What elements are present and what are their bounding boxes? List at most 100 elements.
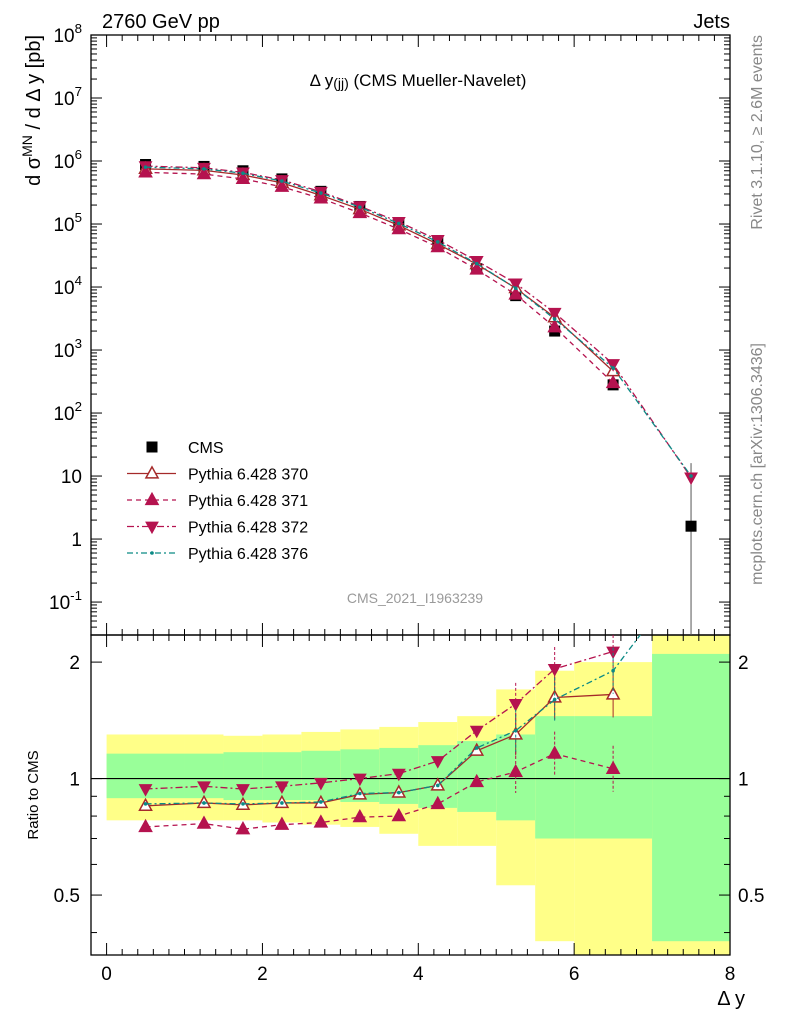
main-marker xyxy=(685,520,697,532)
ratio-axes-box xyxy=(90,634,731,956)
ratio-marker xyxy=(469,725,484,739)
watermark: CMS_2021_I1963239 xyxy=(347,590,483,606)
ratio-marker xyxy=(197,781,211,794)
ratio-band-stat xyxy=(301,750,341,801)
ratio-marker xyxy=(352,808,368,823)
ratio-marker xyxy=(435,783,440,788)
main-marker xyxy=(547,319,562,333)
y-tick-label: 108 xyxy=(53,21,82,47)
main-marker xyxy=(358,205,362,209)
y-tick-label: 102 xyxy=(53,399,82,425)
main-plot-frame: 10-1 1 10 102 103 104 105 106 107 108 xyxy=(49,21,731,636)
ratio-series-line xyxy=(145,752,614,830)
ratio-marker xyxy=(235,821,251,835)
main-marker xyxy=(689,474,693,478)
main-series-line xyxy=(145,165,692,478)
ratio-marker xyxy=(241,802,245,806)
ratio-marker xyxy=(547,745,562,759)
legend-marker xyxy=(145,521,159,535)
ratio-y-tick-label: 2 xyxy=(69,653,80,674)
ratio-marker xyxy=(391,768,406,782)
ratio-y-tick-label: 1 xyxy=(738,770,749,791)
ratio-band-stat xyxy=(652,653,730,942)
legend-marker xyxy=(144,491,160,506)
ratio-marker xyxy=(611,668,615,673)
y-tick-label: 1 xyxy=(71,530,82,551)
ratio-marker xyxy=(236,784,250,797)
y-tick-label: 10-1 xyxy=(49,588,82,614)
y-tick-label: 106 xyxy=(53,147,82,173)
legend-label: CMS xyxy=(188,440,224,457)
legend-label: Pythia 6.428 370 xyxy=(188,467,308,484)
ratio-series-line xyxy=(145,650,614,790)
ratio-band-stat xyxy=(535,716,575,839)
main-marker xyxy=(611,366,615,370)
ratio-marker xyxy=(430,795,446,810)
ratio-marker xyxy=(605,760,621,774)
x-tick-label: 2 xyxy=(257,964,268,985)
x-tick-label: 6 xyxy=(569,964,580,985)
ratio-y-tick-label: 2 xyxy=(738,653,749,674)
ratio-marker xyxy=(547,689,562,703)
main-series-line xyxy=(145,168,614,372)
ratio-marker xyxy=(196,815,212,829)
ratio-y-tick-label: 1 xyxy=(69,770,80,791)
legend-label: Pythia 6.428 372 xyxy=(188,520,308,537)
main-marker xyxy=(684,472,698,486)
ratio-marker xyxy=(138,818,153,833)
legend-label: Pythia 6.428 371 xyxy=(188,493,308,510)
ratio-marker xyxy=(606,646,621,660)
main-marker xyxy=(508,278,523,292)
ratio-marker xyxy=(274,816,290,830)
header-right: Jets xyxy=(693,11,730,33)
ratio-y-axis-label: Ratio to CMS xyxy=(25,750,42,839)
legend-marker xyxy=(150,551,154,555)
ratio-marker xyxy=(513,728,518,733)
y-tick-label: 103 xyxy=(53,336,82,362)
ratio-plot-frame: 0.5 0.5 1 1 2 2 0 2 4 6 8 xyxy=(54,634,764,985)
ratio-y-tick-label: 0.5 xyxy=(54,886,80,907)
x-tick-label: 4 xyxy=(413,964,424,985)
main-marker xyxy=(202,167,206,171)
main-marker xyxy=(513,286,518,290)
main-marker xyxy=(508,286,524,300)
ratio-uncertainty-bands xyxy=(106,635,730,955)
y-axis-label: d σMN / d Δ y [pb] xyxy=(19,35,45,186)
legend-label: Pythia 6.428 376 xyxy=(188,546,308,563)
plot-title: Δ y(jj) (CMS Mueller-Navelet) xyxy=(310,71,527,91)
main-marker xyxy=(397,221,401,226)
ratio-marker xyxy=(352,773,367,787)
x-tick-label: 0 xyxy=(101,964,112,985)
ratio-marker xyxy=(202,801,206,805)
ratio-marker xyxy=(430,756,445,769)
main-marker xyxy=(474,261,479,266)
ratio-marker xyxy=(508,726,524,740)
ratio-marker xyxy=(508,698,523,712)
main-marker xyxy=(241,171,245,176)
header-left: 2760 GeV pp xyxy=(102,11,220,33)
main-marker xyxy=(547,307,562,321)
ratio-marker xyxy=(469,773,485,788)
y-tick-label: 105 xyxy=(53,210,82,236)
side-text-top: Rivet 3.1.10, ≥ 2.6M events xyxy=(749,35,766,230)
ratio-marker xyxy=(138,784,153,797)
y-tick-label: 107 xyxy=(53,84,82,110)
main-series-line xyxy=(145,166,692,477)
main-marker xyxy=(605,374,621,389)
legend-marker xyxy=(144,465,160,479)
main-marker xyxy=(435,240,440,244)
ratio-marker xyxy=(397,790,401,795)
main-series-line xyxy=(145,171,614,384)
ratio-marker xyxy=(313,814,329,828)
main-plot-series xyxy=(138,159,698,635)
y-tick-label: 104 xyxy=(53,273,82,299)
ratio-marker xyxy=(391,807,407,822)
main-axes-box xyxy=(90,34,731,636)
main-marker xyxy=(552,317,557,321)
ratio-marker xyxy=(547,664,562,677)
main-marker xyxy=(143,165,148,169)
y-tick-label: 10 xyxy=(61,467,82,488)
ratio-marker xyxy=(358,791,362,796)
side-text-bottom: mcplots.cern.ch [arXiv:1306.3436] xyxy=(749,343,766,585)
